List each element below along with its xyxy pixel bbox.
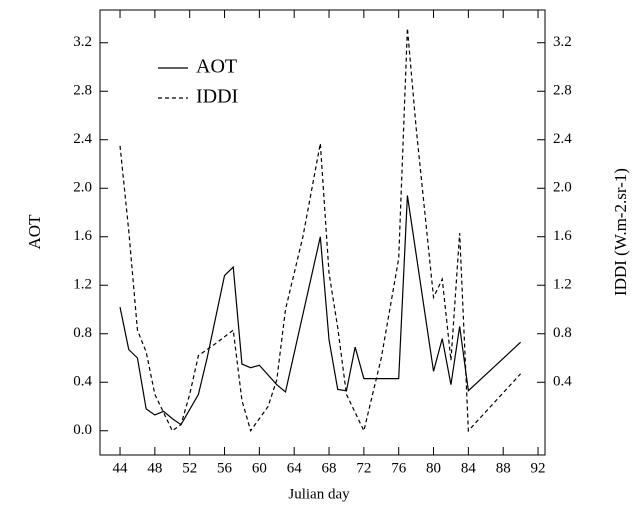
- y-tick-label: 3.2: [73, 34, 92, 50]
- legend-label: AOT: [196, 56, 237, 78]
- x-tick-label: 92: [531, 460, 546, 476]
- x-tick-label: 64: [287, 460, 303, 476]
- y2-tick-label: 2.8: [553, 83, 572, 99]
- y-tick-label: 0.4: [73, 374, 92, 390]
- x-tick-label: 68: [322, 460, 337, 476]
- x-axis-label: Julian day: [288, 486, 350, 502]
- y2-tick-label: 1.6: [553, 228, 572, 244]
- line-series: [119, 195, 522, 426]
- x-tick-label: 48: [147, 460, 162, 476]
- y2-axis-label: IDDI (W.m-2.sr-1): [611, 168, 630, 296]
- x-tick-label: 88: [496, 460, 511, 476]
- x-tick-label: 52: [182, 460, 197, 476]
- y2-tick-label: 2.4: [553, 131, 572, 147]
- plot-frame: [99, 9, 546, 456]
- x-tick-label: 72: [356, 460, 371, 476]
- y-tick-label: 0.0: [73, 422, 92, 438]
- x-tick-label: 80: [426, 460, 441, 476]
- y2-tick-label: 0.4: [553, 374, 572, 390]
- y-tick-label: 2.8: [73, 83, 92, 99]
- x-tick-label: 44: [113, 460, 129, 476]
- y-tick-label: 1.6: [73, 228, 92, 244]
- y2-tick-label: 2.0: [553, 180, 572, 196]
- x-tick-label: 56: [217, 460, 233, 476]
- line-series: [119, 28, 522, 433]
- y-tick-label: 2.4: [73, 131, 92, 147]
- y2-tick-label: 3.2: [553, 34, 572, 50]
- y-tick-label: 1.2: [73, 277, 92, 293]
- legend-label: IDDI: [196, 86, 238, 108]
- y-tick-label: 2.0: [73, 180, 92, 196]
- y2-tick-label: 0.8: [553, 325, 572, 341]
- x-tick-label: 76: [391, 460, 407, 476]
- x-tick-label: 84: [461, 460, 477, 476]
- y-tick-label: 0.8: [73, 325, 92, 341]
- x-tick-label: 60: [252, 460, 267, 476]
- y-axis-label: AOT: [25, 214, 44, 250]
- y2-tick-label: 1.2: [553, 277, 572, 293]
